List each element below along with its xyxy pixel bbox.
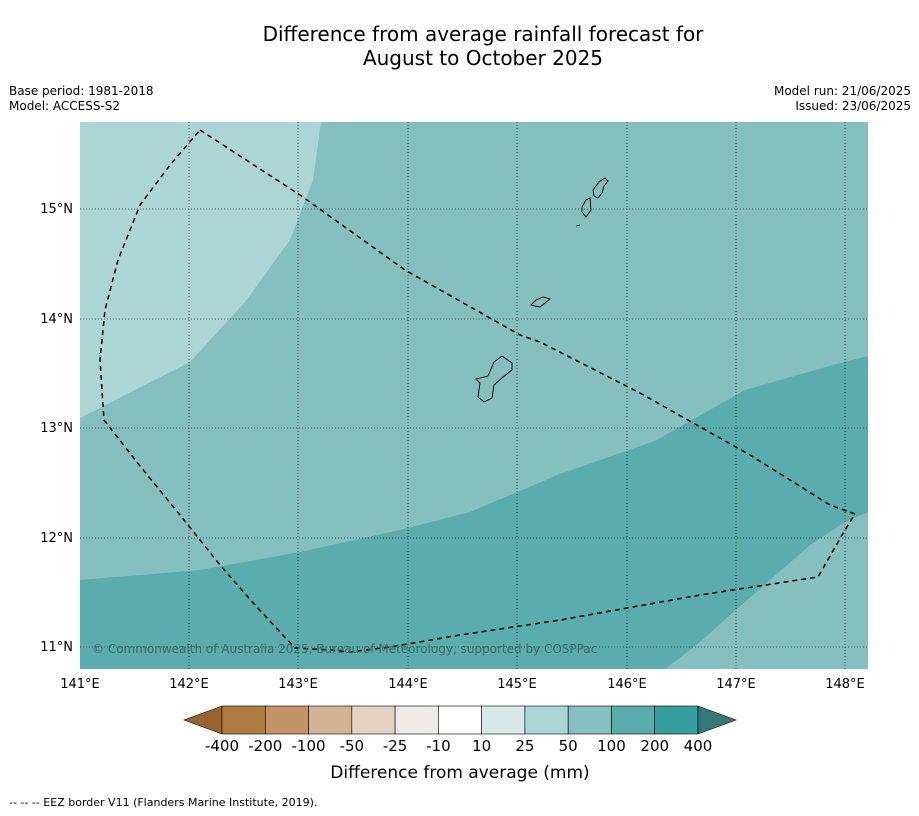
eez-footnote: -- -- -- EEZ border V11 (Flanders Marine… [9,796,318,809]
colorbar-label: -50 [340,737,365,755]
colorbar-bin-10 [611,705,656,735]
colorbar-bin-4 [351,705,396,735]
metadata-right: Model run: 21/06/2025 Issued: 23/06/2025 [774,84,911,114]
lat-label-11: 11°N [40,640,73,655]
colorbar-label: -100 [292,737,326,755]
issued-date: Issued: 23/06/2025 [795,99,911,113]
colorbar-labels: -400 -200 -100 -50 -25 -10 10 25 50 100 200 400 [205,737,712,755]
lon-label-145: 145°E [497,677,537,692]
colorbar-label: -10 [426,737,451,755]
island-saipan [592,177,609,199]
colorbar-label: 25 [515,737,534,755]
colorbar-label: 10 [472,737,491,755]
colorbar-bin-1 [221,705,266,735]
colorbar-label: 400 [684,737,713,755]
lat-label-13: 13°N [40,421,73,436]
chart-title: Difference from average rainfall forecas… [0,22,919,70]
model-name: Model: ACCESS-S2 [9,99,121,113]
colorbar-label: -25 [383,737,408,755]
colorbar-bin-6 [438,705,482,735]
islands [475,177,609,403]
model-run: Model run: 21/06/2025 [773,84,911,98]
colorbar-label: 100 [597,737,626,755]
lat-label-12: 12°N [40,531,73,546]
longitude-labels: 141°E 142°E 143°E 144°E 145°E 146°E 147°… [60,677,865,692]
colorbar-bin-7 [481,705,526,735]
title-line-2: August to October 2025 [362,46,604,70]
colorbar-label: 200 [640,737,669,755]
colorbar-title: Difference from average (mm) [330,763,589,783]
lon-label-143: 143°E [278,677,318,692]
lon-label-148: 148°E [825,677,865,692]
island-tinian [581,197,592,218]
island-guam [475,355,513,403]
colorbar-bin-2 [264,705,309,735]
lat-label-14: 14°N [40,312,73,327]
colorbar-label: -400 [205,737,239,755]
colorbar-label: 50 [559,737,578,755]
copyright-notice: © Commonwealth of Australia 2025, Bureau… [92,642,597,656]
map-panel: © Commonwealth of Australia 2025, Bureau… [80,122,868,669]
lon-label-144: 144°E [388,677,428,692]
rainfall-zone-25-50 [80,122,321,418]
lon-label-142: 142°E [169,677,209,692]
colorbar-bin-9 [567,705,612,735]
lat-label-15: 15°N [40,202,73,217]
eez-border [99,129,857,653]
colorbar-extend-high [697,705,737,735]
island-aguijan [575,224,581,227]
latitude-labels: 15°N 14°N 13°N 12°N 11°N [40,202,73,655]
title-line-1: Difference from average rainfall forecas… [262,22,704,46]
colorbar-extend-low [183,705,223,735]
graticule [80,122,868,669]
colorbar-bin-5 [394,705,439,735]
colorbar-bin-11 [654,705,699,735]
base-period: Base period: 1981-2018 [9,84,154,98]
colorbar-bin-8 [524,705,569,735]
colorbar [183,705,737,735]
lon-label-141: 141°E [60,677,100,692]
colorbar-label: -200 [248,737,282,755]
lon-label-146: 146°E [607,677,647,692]
island-rota [530,296,551,308]
metadata-left: Base period: 1981-2018 Model: ACCESS-S2 [9,84,154,114]
lon-label-147: 147°E [716,677,756,692]
rainfall-zone-100-200 [80,356,868,669]
colorbar-bin-3 [308,705,353,735]
